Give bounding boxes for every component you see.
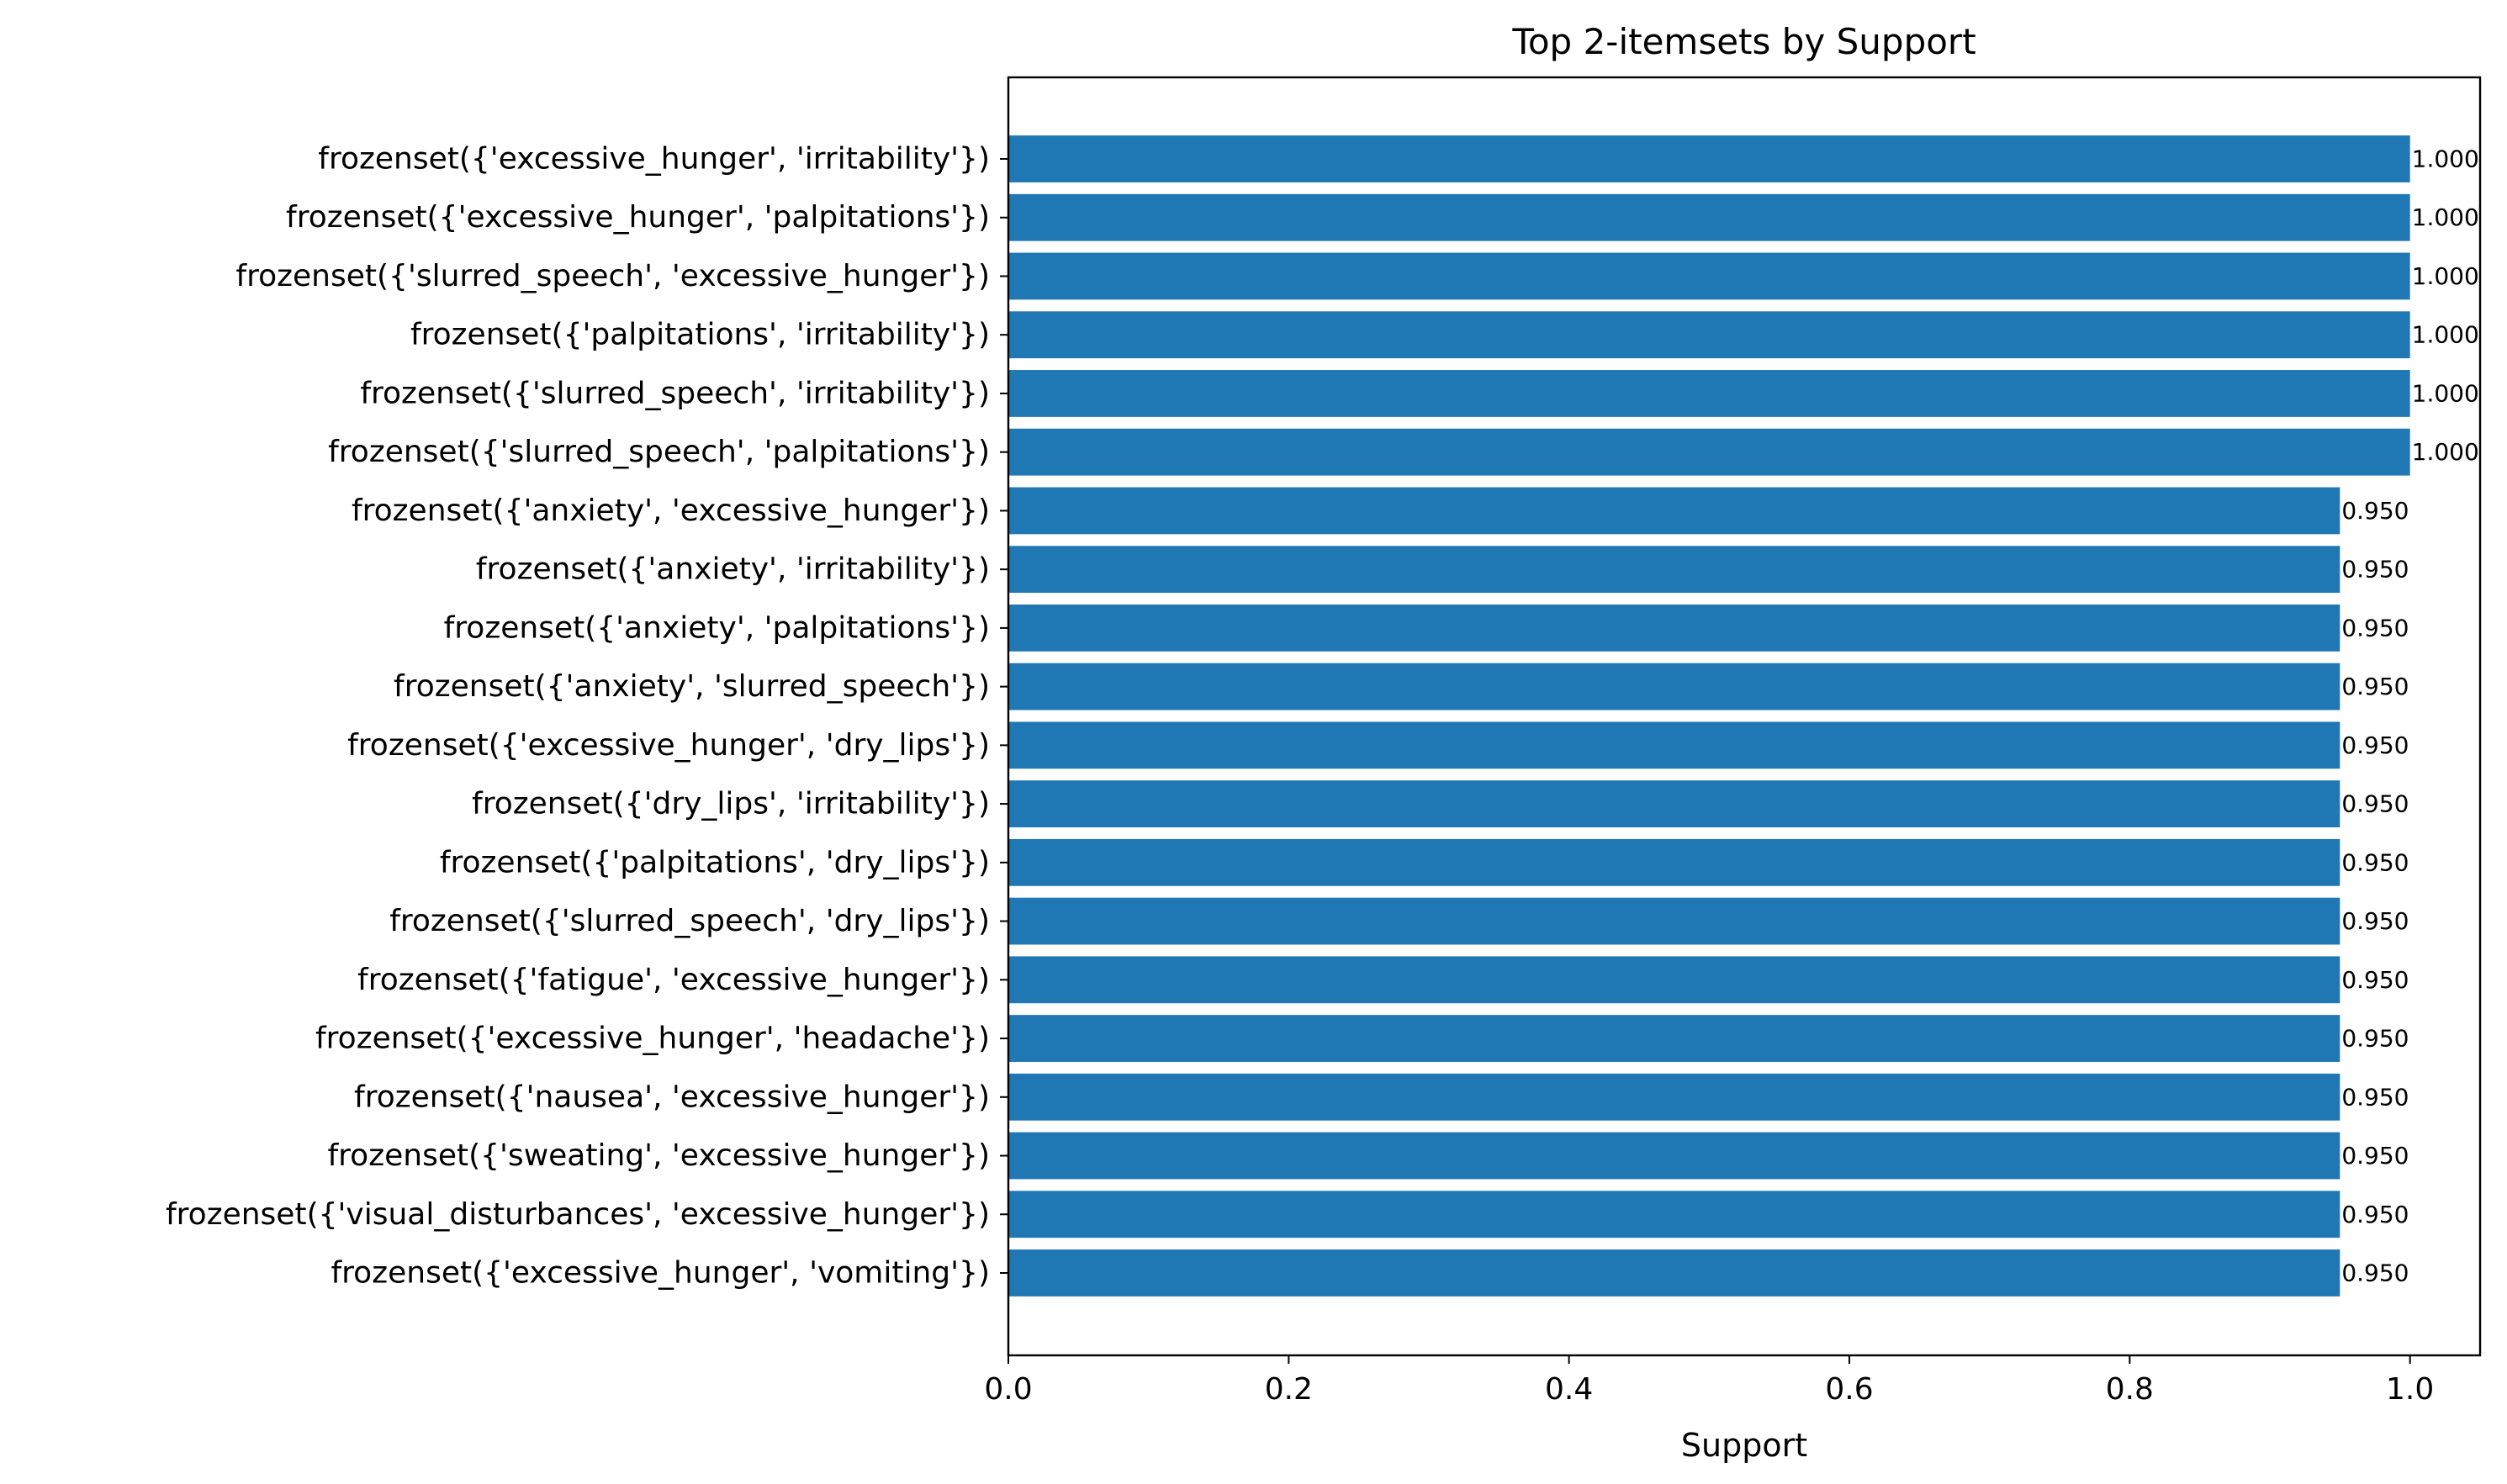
data-label: 0.950 (2341, 1201, 2409, 1228)
bar (1008, 252, 2410, 300)
bar (1008, 1249, 2340, 1297)
bars-layer (1008, 135, 2410, 1297)
bar (1008, 1015, 2340, 1062)
data-label: 0.950 (2341, 790, 2409, 818)
y-tick-label: frozenset({'excessive_hunger', 'headache… (315, 1022, 990, 1056)
bar (1008, 780, 2340, 827)
y-tick-label: frozenset({'fatigue', 'excessive_hunger'… (357, 963, 990, 997)
chart-title: Top 2-itemsets by Support (1511, 21, 1975, 62)
y-tick-label: frozenset({'excessive_hunger', 'palpitat… (286, 200, 990, 235)
x-axis-label: Support (1681, 1427, 1807, 1464)
data-labels: 1.000 1.000 1.000 1.000 1.000 1.000 0.950 0.950… (2341, 145, 2479, 1287)
x-tick-label: 0.6 (1825, 1372, 1873, 1407)
data-label: 0.950 (2341, 556, 2409, 584)
bar (1008, 311, 2410, 359)
bar (1008, 428, 2410, 476)
bar (1008, 1073, 2340, 1121)
x-axis-ticks: 0.0 0.2 0.4 0.6 0.8 1.0 (984, 1355, 2434, 1407)
data-label: 0.950 (2341, 673, 2409, 700)
y-tick-label: frozenset({'sweating', 'excessive_hunger… (328, 1138, 991, 1173)
x-tick-label: 0.8 (2106, 1372, 2154, 1407)
y-tick-label: frozenset({'slurred_speech', 'palpitatio… (328, 435, 990, 469)
data-label: 0.950 (2341, 1025, 2409, 1053)
data-label: 0.950 (2341, 966, 2409, 994)
x-tick-label: 1.0 (2386, 1372, 2434, 1407)
data-label: 0.950 (2341, 907, 2409, 935)
y-tick-label: frozenset({'anxiety', 'irritability'}) (476, 552, 990, 587)
data-label: 1.000 (2412, 145, 2479, 173)
bar (1008, 1191, 2340, 1238)
bar (1008, 897, 2340, 945)
x-tick-label: 0.2 (1265, 1372, 1313, 1407)
data-label: 1.000 (2412, 379, 2479, 407)
y-tick-label: frozenset({'excessive_hunger', 'dry_lips… (347, 728, 990, 763)
data-label: 0.950 (2341, 1142, 2409, 1170)
bar (1008, 663, 2340, 710)
data-label: 1.000 (2412, 262, 2479, 290)
y-tick-label: frozenset({'slurred_speech', 'dry_lips'}… (389, 904, 990, 938)
y-tick-label: frozenset({'dry_lips', 'irritability'}) (472, 787, 990, 821)
plot-frame (1007, 76, 2482, 1357)
bar (1008, 1132, 2340, 1180)
y-axis-ticks: frozenset({'excessive_hunger', 'irritabi… (166, 142, 1008, 1291)
data-label: 0.950 (2341, 497, 2409, 525)
bar (1008, 546, 2340, 594)
x-tick-label: 0.4 (1545, 1372, 1593, 1407)
y-tick-label: frozenset({'slurred_speech', 'irritabili… (360, 376, 990, 410)
data-label: 0.950 (2341, 1260, 2409, 1287)
data-label: 0.950 (2341, 731, 2409, 759)
y-tick-label: frozenset({'palpitations', 'irritability… (410, 318, 990, 352)
data-label: 0.950 (2341, 614, 2409, 642)
bar (1008, 135, 2410, 182)
bar (1008, 193, 2410, 241)
data-label: 1.000 (2412, 203, 2479, 231)
y-tick-label: frozenset({'visual_disturbances', 'exces… (166, 1197, 990, 1232)
x-tick-label: 0.0 (984, 1372, 1032, 1407)
y-tick-label: frozenset({'excessive_hunger', 'irritabi… (318, 142, 990, 177)
data-label: 1.000 (2412, 438, 2479, 466)
y-tick-label: frozenset({'anxiety', 'slurred_speech'}) (394, 669, 990, 704)
y-tick-label: frozenset({'palpitations', 'dry_lips'}) (440, 845, 990, 879)
y-tick-label: frozenset({'anxiety', 'palpitations'}) (444, 610, 990, 645)
y-tick-label: frozenset({'excessive_hunger', 'vomiting… (331, 1256, 991, 1291)
y-tick-label: frozenset({'slurred_speech', 'excessive_… (235, 259, 990, 293)
data-label: 0.950 (2341, 848, 2409, 876)
y-tick-label: frozenset({'anxiety', 'excessive_hunger'… (352, 494, 990, 528)
bar (1008, 956, 2340, 1004)
data-label: 1.000 (2412, 321, 2479, 349)
data-label: 0.950 (2341, 1083, 2409, 1111)
y-tick-label: frozenset({'nausea', 'excessive_hunger'}… (354, 1080, 990, 1114)
bar (1008, 605, 2340, 652)
bar (1008, 370, 2410, 417)
bar (1008, 487, 2340, 535)
bar (1008, 838, 2340, 886)
bar (1008, 721, 2340, 769)
